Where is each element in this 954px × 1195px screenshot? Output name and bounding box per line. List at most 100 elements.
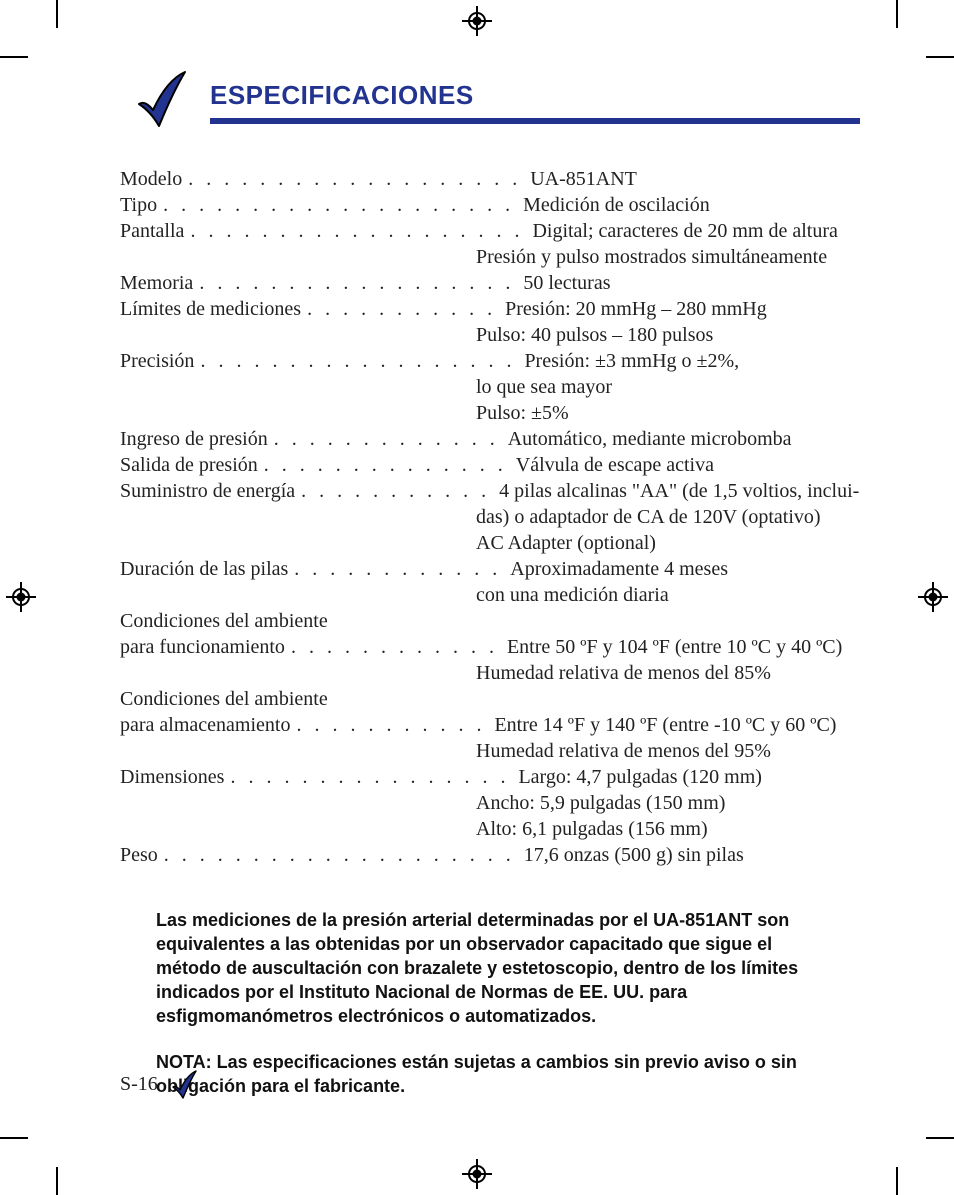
spec-row: Pulso: ±5% <box>120 400 860 426</box>
leader-dots: . . . . . . . . . . . . . . . . . . . <box>182 166 524 192</box>
spec-label: Duración de las pilas <box>120 556 288 582</box>
checkmark-icon <box>133 68 189 132</box>
crop-mark <box>0 1137 28 1139</box>
spec-value: Humedad relativa de menos del 85% <box>470 660 860 686</box>
spec-row: Ancho: 5,9 pulgadas (150 mm) <box>120 790 860 816</box>
spec-value: con una medición diaria <box>470 582 860 608</box>
note-paragraph: Las mediciones de la presión arterial de… <box>156 908 816 1028</box>
leader-dots: . . . . . . . . . . . . . . . . . . <box>194 348 518 374</box>
spec-row: Suministro de energía . . . . . . . . . … <box>120 478 860 504</box>
spec-row: Memoria . . . . . . . . . . . . . . . . … <box>120 270 860 296</box>
spec-value: Alto: 6,1 pulgadas (156 mm) <box>470 816 860 842</box>
spec-list: Modelo . . . . . . . . . . . . . . . . .… <box>120 166 860 868</box>
content-area: ESPECIFICACIONES Modelo . . . . . . . . … <box>120 80 860 1098</box>
spec-row: Límites de mediciones . . . . . . . . . … <box>120 296 860 322</box>
spec-label: Pantalla <box>120 218 184 244</box>
spec-row: Tipo . . . . . . . . . . . . . . . . . .… <box>120 192 860 218</box>
spec-value-col: 17,6 onzas (500 g) sin pilas <box>518 842 860 868</box>
spec-value: Presión: ±3 mmHg o ±2%, <box>524 348 860 374</box>
spec-label: Condiciones del ambiente <box>120 686 328 712</box>
spec-value: Válvula de escape activa <box>516 452 860 478</box>
registration-mark-icon <box>918 582 948 612</box>
spec-value: Presión: 20 mmHg – 280 mmHg <box>505 296 860 322</box>
notes-block: Las mediciones de la presión arterial de… <box>156 908 816 1098</box>
spec-value-col: 50 lecturas <box>517 270 860 296</box>
spec-value-col: Presión: ±3 mmHg o ±2%, <box>518 348 860 374</box>
leader-dots: . . . . . . . . . . . . . <box>268 426 502 452</box>
spec-label: Condiciones del ambiente <box>120 608 328 634</box>
spec-row: Precisión . . . . . . . . . . . . . . . … <box>120 348 860 374</box>
leader-dots: . . . . . . . . . . . . <box>285 634 501 660</box>
spec-value-col: Presión: 20 mmHg – 280 mmHg <box>499 296 860 322</box>
spec-label: Dimensiones <box>120 764 224 790</box>
spec-label: Precisión <box>120 348 194 374</box>
spec-value-col: Entre 14 ºF y 140 ºF (entre -10 ºC y 60 … <box>488 712 860 738</box>
leader-dots: . . . . . . . . . . . . <box>288 556 504 582</box>
spec-value: Humedad relativa de menos del 95% <box>470 738 860 764</box>
spec-row: Condiciones del ambiente <box>120 608 860 634</box>
spec-label: Modelo <box>120 166 182 192</box>
spec-value: Presión y pulso mostrados simultáneament… <box>470 244 860 270</box>
checkmark-icon <box>170 1069 198 1099</box>
spec-value: Ancho: 5,9 pulgadas (150 mm) <box>470 790 860 816</box>
spec-row: Pantalla . . . . . . . . . . . . . . . .… <box>120 218 860 244</box>
spec-row: Dimensiones . . . . . . . . . . . . . . … <box>120 764 860 790</box>
spec-row: Presión y pulso mostrados simultáneament… <box>120 244 860 270</box>
spec-label: para funcionamiento <box>120 634 285 660</box>
spec-row: para funcionamiento . . . . . . . . . . … <box>120 634 860 660</box>
leader-dots: . . . . . . . . . . . . . . . . . . <box>193 270 517 296</box>
registration-mark-icon <box>6 582 36 612</box>
section-title-underline <box>210 118 860 124</box>
spec-row: Humedad relativa de menos del 85% <box>120 660 860 686</box>
spec-row: Alto: 6,1 pulgadas (156 mm) <box>120 816 860 842</box>
spec-row: Modelo . . . . . . . . . . . . . . . . .… <box>120 166 860 192</box>
spec-label: Ingreso de presión <box>120 426 268 452</box>
spec-value: lo que sea mayor <box>470 374 860 400</box>
spec-value-col: Válvula de escape activa <box>510 452 860 478</box>
spec-value: Medición de oscilación <box>523 192 860 218</box>
leader-dots: . . . . . . . . . . . <box>301 296 499 322</box>
crop-mark <box>56 0 58 28</box>
spec-value: Aproximadamente 4 meses <box>510 556 860 582</box>
spec-label: Tipo <box>120 192 157 218</box>
spec-value: Pulso: ±5% <box>470 400 860 426</box>
spec-value: Entre 50 ºF y 104 ºF (entre 10 ºC y 40 º… <box>507 634 860 660</box>
leader-dots: . . . . . . . . . . . . . . . . . . . . <box>157 192 517 218</box>
spec-value-col: Medición de oscilación <box>517 192 860 218</box>
spec-value: Pulso: 40 pulsos – 180 pulsos <box>470 322 860 348</box>
spec-label: Límites de mediciones <box>120 296 301 322</box>
spec-label: Memoria <box>120 270 193 296</box>
spec-value: Automático, mediante microbomba <box>508 426 860 452</box>
crop-mark <box>926 1137 954 1139</box>
page-number: S-16 <box>120 1073 158 1096</box>
spec-label: Peso <box>120 842 158 868</box>
leader-dots: . . . . . . . . . . . . . . . . . . . . <box>158 842 518 868</box>
spec-row: Condiciones del ambiente <box>120 686 860 712</box>
spec-row: das) o adaptador de CA de 120V (optativo… <box>120 504 860 530</box>
section-title: ESPECIFICACIONES <box>210 80 860 111</box>
spec-value: 17,6 onzas (500 g) sin pilas <box>524 842 860 868</box>
spec-label: para almacenamiento <box>120 712 290 738</box>
spec-value: 50 lecturas <box>523 270 860 296</box>
spec-value: das) o adaptador de CA de 120V (optativo… <box>470 504 860 530</box>
spec-value-col: Aproximadamente 4 meses <box>504 556 860 582</box>
spec-value-col: Largo: 4,7 pulgadas (120 mm) <box>512 764 860 790</box>
spec-row: lo que sea mayor <box>120 374 860 400</box>
registration-mark-icon <box>462 6 492 36</box>
spec-value-col: Digital; caracteres de 20 mm de altura <box>526 218 860 244</box>
leader-dots: . . . . . . . . . . . <box>290 712 488 738</box>
leader-dots: . . . . . . . . . . . . . . . . <box>224 764 512 790</box>
leader-dots: . . . . . . . . . . . . . . <box>258 452 510 478</box>
crop-mark <box>56 1167 58 1195</box>
crop-mark <box>0 56 28 58</box>
crop-mark <box>896 0 898 28</box>
spec-value-col: Automático, mediante microbomba <box>502 426 860 452</box>
spec-row: Peso . . . . . . . . . . . . . . . . . .… <box>120 842 860 868</box>
spec-label: Suministro de energía <box>120 478 295 504</box>
leader-dots: . . . . . . . . . . . <box>295 478 493 504</box>
section-title-bar: ESPECIFICACIONES <box>210 80 860 111</box>
crop-mark <box>926 56 954 58</box>
spec-row: para almacenamiento . . . . . . . . . . … <box>120 712 860 738</box>
note-paragraph: NOTA: Las especificaciones están sujetas… <box>156 1050 816 1098</box>
section-header: ESPECIFICACIONES <box>120 80 860 140</box>
